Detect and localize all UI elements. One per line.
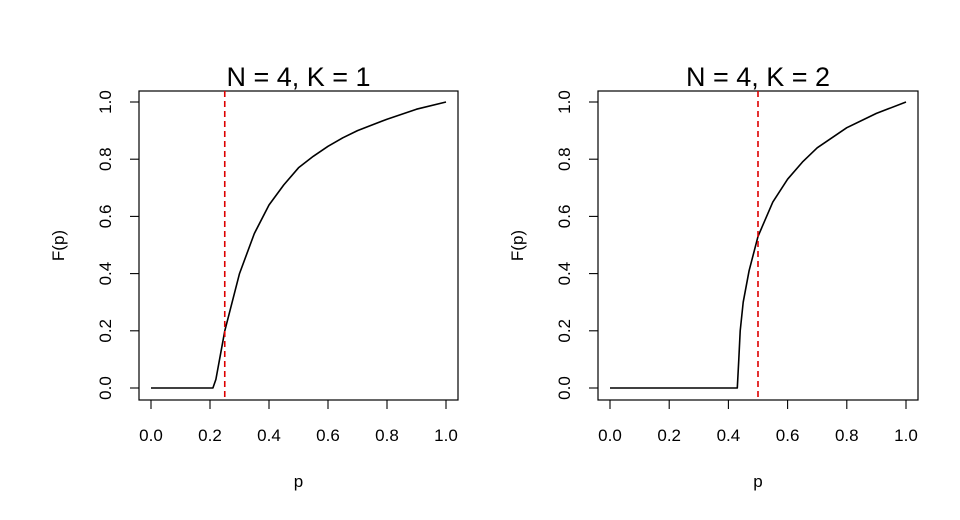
chart-panel-2: N = 4, K = 2 0.0 0.2 0.4 0.6 0.8 1.0 0.0 0.2 0.4 0… bbox=[508, 62, 919, 491]
x-tick-label: 0.2 bbox=[198, 426, 222, 445]
x-axis-label: p bbox=[294, 472, 303, 491]
y-tick-label: 1.0 bbox=[96, 90, 115, 114]
y-tick-label: 1.0 bbox=[555, 90, 574, 114]
x-tick-label: 1.0 bbox=[434, 426, 458, 445]
chart-panel-1: N = 4, K = 1 0.0 0.2 0.4 0.6 0.8 1.0 0.0 0.2 0.4 0… bbox=[49, 62, 459, 491]
y-tick-label: 0.4 bbox=[555, 262, 574, 286]
series-line bbox=[610, 101, 907, 389]
y-tick-label: 0.2 bbox=[555, 319, 574, 343]
x-tick-label: 0.4 bbox=[257, 426, 281, 445]
y-tick-label: 0.6 bbox=[96, 205, 115, 229]
x-axis-label: p bbox=[753, 472, 762, 491]
x-tick-label: 0.2 bbox=[657, 426, 681, 445]
series-line bbox=[151, 101, 447, 389]
chart-title: N = 4, K = 2 bbox=[686, 62, 830, 92]
x-tick-label: 0.4 bbox=[717, 426, 741, 445]
y-tick-label: 0.8 bbox=[96, 147, 115, 171]
y-tick-label: 0.6 bbox=[555, 205, 574, 229]
chart-title: N = 4, K = 1 bbox=[226, 62, 370, 92]
x-tick-label: 0.8 bbox=[375, 426, 399, 445]
y-tick-label: 0.4 bbox=[96, 262, 115, 286]
x-tick-label: 1.0 bbox=[894, 426, 918, 445]
y-tick-label: 0.0 bbox=[555, 376, 574, 400]
y-tick-label: 0.8 bbox=[555, 147, 574, 171]
y-axis-label: F(p) bbox=[49, 230, 68, 261]
y-tick-label: 0.2 bbox=[96, 319, 115, 343]
y-tick-label: 0.0 bbox=[96, 376, 115, 400]
x-tick-label: 0.6 bbox=[776, 426, 800, 445]
x-tick-label: 0.8 bbox=[835, 426, 859, 445]
x-tick-label: 0.0 bbox=[598, 426, 622, 445]
plot-frame bbox=[138, 90, 459, 401]
x-tick-label: 0.0 bbox=[139, 426, 163, 445]
x-tick-label: 0.6 bbox=[316, 426, 340, 445]
y-axis-label: F(p) bbox=[508, 230, 527, 261]
